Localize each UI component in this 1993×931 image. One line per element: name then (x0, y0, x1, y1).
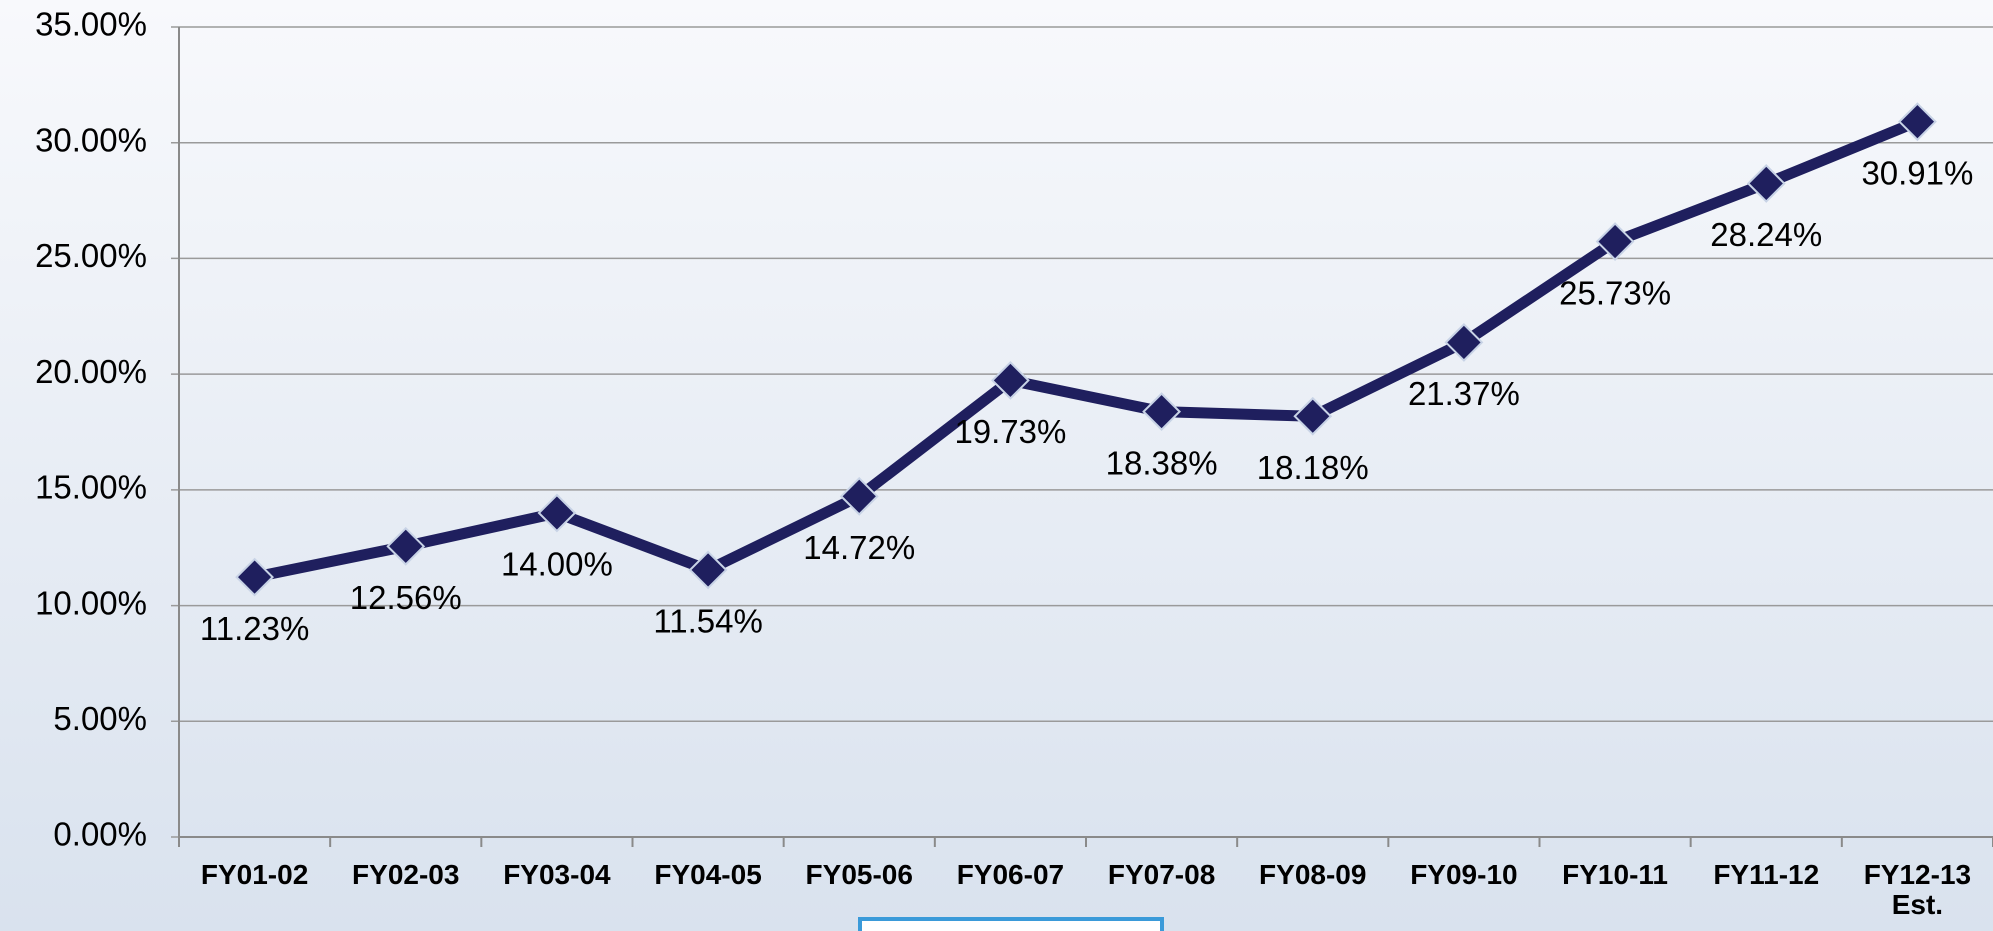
marker (1293, 396, 1333, 436)
data-label: 28.24% (1710, 216, 1822, 253)
marker (386, 526, 426, 566)
x-tick-label: FY04-05 (654, 859, 762, 890)
x-tick-label: FY08-09 (1259, 859, 1367, 890)
marker (235, 557, 274, 597)
marker (839, 476, 879, 516)
x-tick-label: FY07-08 (1107, 859, 1216, 890)
line (253, 116, 1920, 583)
y-tick-label: 25.00% (35, 237, 147, 274)
data-label: 11.54% (653, 603, 762, 640)
marker (991, 360, 1030, 400)
marker (537, 493, 577, 533)
x-tick-label: FY11-12 (1713, 859, 1820, 890)
marker (1444, 323, 1484, 362)
y-tick-label: 20.00% (35, 353, 147, 390)
y-tick-label: 35.00% (35, 6, 147, 43)
data-label: 19.73% (954, 413, 1066, 450)
data-label: 14.72% (803, 529, 915, 566)
data-label: 21.37% (1408, 375, 1520, 412)
x-tick-label: FY01-02 (200, 859, 309, 890)
x-tick-label: FY05-06 (805, 859, 913, 890)
y-tick-label: 15.00% (35, 469, 147, 506)
marker (688, 550, 728, 590)
data-label: 30.91% (1861, 154, 1973, 191)
marker (1746, 164, 1786, 203)
y-tick-label: 30.00% (35, 121, 147, 158)
marker (1898, 102, 1937, 142)
marker (1595, 222, 1635, 261)
data-label: 12.56% (350, 579, 462, 616)
y-tick-label: 0.00% (53, 816, 147, 853)
y-tick-label: 10.00% (35, 584, 147, 621)
x-tick-label: FY02-03 (352, 859, 460, 890)
x-tick-label: FY06-07 (956, 859, 1065, 890)
y-tick-label: 5.00% (53, 700, 147, 737)
x-tick-label: FY09-10 (1410, 859, 1518, 890)
x-tick-label: FY03-04 (503, 859, 611, 890)
x-tick-label: FY12-13 Est. (1863, 859, 1972, 920)
data-label: 18.18% (1257, 449, 1369, 486)
x-tick-label: FY10-11 (1562, 859, 1668, 890)
data-label: 25.73% (1559, 274, 1671, 311)
data-label: 11.23% (200, 610, 309, 647)
data-label: 18.38% (1106, 444, 1218, 481)
legend-box (858, 917, 1164, 931)
data-label: 14.00% (501, 546, 613, 583)
marker (1142, 392, 1181, 432)
